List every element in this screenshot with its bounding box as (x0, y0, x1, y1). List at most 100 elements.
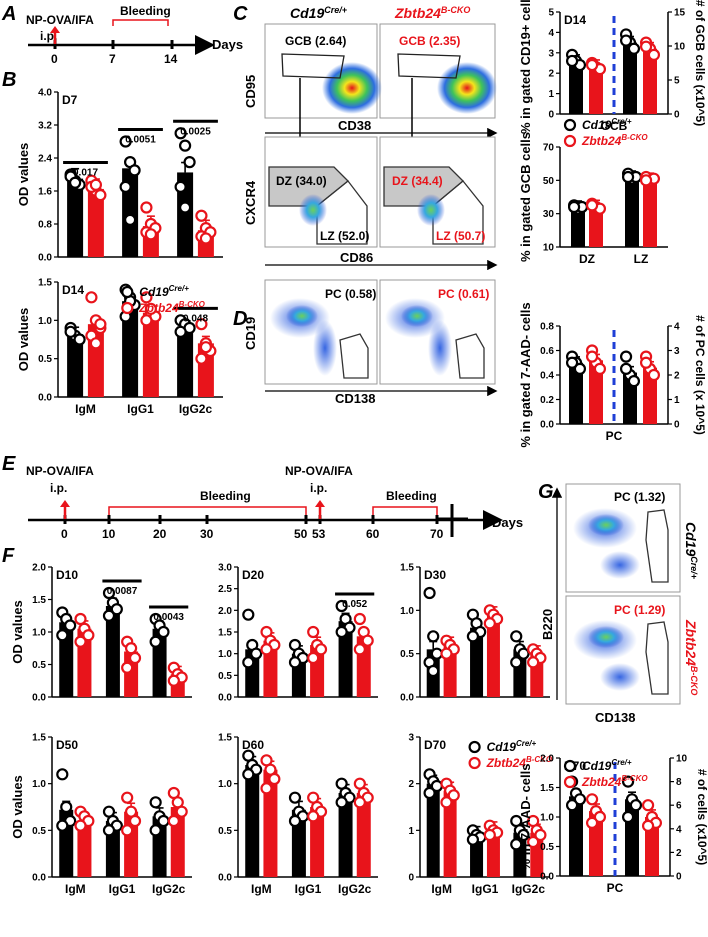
data-point (621, 775, 635, 788)
chart-title: D7 (62, 93, 78, 107)
data-point (430, 647, 443, 660)
bar (122, 301, 139, 397)
y-tick-label: 1 (408, 826, 414, 837)
data-point (110, 603, 123, 616)
data-point (85, 291, 98, 304)
p-value: 0.017 (73, 168, 98, 179)
y-tick-label: 2 (548, 69, 554, 80)
panel-c: C Cd19Cre/+ Zbtb24B-CKO GCB (2.64) GCB (… (233, 3, 498, 271)
axis-cxcr4: CXCR4 (243, 180, 258, 225)
bar (142, 312, 159, 397)
y-axis-label: % in gated GCB cells (518, 132, 533, 262)
data-point (307, 651, 320, 665)
y-tick-label: 0 (548, 110, 554, 121)
y-tick-label: 1.0 (400, 606, 414, 617)
data-point (619, 350, 633, 363)
bar (625, 177, 639, 247)
data-point (585, 58, 599, 72)
chart-f-d50: 0.0 0.5 1.0 1.5 OD values D50 IgM IgG1 IgG2c (10, 733, 192, 896)
y-tick-label: 1.5 (218, 733, 232, 744)
timeline-e-bleeding2: Bleeding (386, 489, 437, 503)
lz-gate-ko (432, 180, 484, 245)
p-value: 0.052 (342, 599, 367, 610)
x-tick-label: IgG2c (512, 882, 546, 896)
data-point (647, 368, 661, 382)
data-point (64, 619, 77, 632)
y-tick-label: 5 (548, 8, 554, 19)
y-tick-label: 0.2 (540, 395, 554, 406)
data-point (121, 791, 134, 804)
data-point (510, 838, 523, 851)
data-point (517, 828, 530, 842)
panel-label-f: F (2, 545, 15, 567)
data-point (483, 617, 496, 630)
p-value: 0.0087 (107, 586, 138, 597)
chart-b-d14: 0.0 0.5 1.0 1.5 OD values D14 IgM IgG1 IgG2c 0.04… (16, 278, 223, 416)
y-tick-label: 1.5 (32, 733, 46, 744)
legend-wt-marker (468, 740, 481, 754)
axis-b220: B220 (540, 609, 555, 640)
y-axis-label: OD values (16, 308, 31, 372)
data-point (307, 625, 320, 639)
data-point (639, 356, 653, 369)
bar (569, 60, 583, 114)
data-point (157, 814, 170, 828)
legend-ko-sup: B-CKO (179, 300, 206, 309)
y-tick-label: 0.5 (218, 826, 232, 837)
gcb-ko-label: GCB (2.35) (399, 34, 460, 48)
data-point (167, 674, 180, 687)
data-point (94, 318, 107, 331)
chart-f-d10: 0.0 0.5 1.0 1.5 2.0 OD values D10 0.0087 0.0043 (10, 563, 192, 704)
bar-charts: 0.00.81.62.43.24.0OD valuesD70.0170.0051… (10, 0, 708, 896)
bar (486, 614, 500, 697)
chart-f-d60: 0.0 0.5 1.0 1.5 D60 IgM IgG1 IgG2c (218, 733, 378, 896)
svg-text:Zbtb24B-CKO: Zbtb24B-CKO (683, 619, 699, 695)
y-tick-label: 0.0 (218, 873, 232, 884)
data-point (573, 362, 587, 375)
chart-title: D10 (56, 568, 78, 582)
flow-c-top-wt-density (322, 62, 382, 114)
legend-wt-sup: Cre/+ (169, 284, 190, 293)
bar (486, 830, 500, 877)
bar (177, 326, 194, 397)
data-point (89, 337, 103, 350)
x-tick-label: IgM (75, 402, 96, 416)
data-point (179, 201, 192, 214)
data-point (128, 651, 142, 665)
y-tick-label: 70 (543, 143, 555, 154)
pc-wt-label: PC (0.58) (325, 287, 376, 301)
data-point (510, 656, 523, 669)
data-point (647, 48, 661, 61)
timeline-e-tick-50: 50 (294, 527, 308, 541)
p-value: 0.0025 (180, 126, 211, 137)
svg-text:Cd19Cre/+: Cd19Cre/+ (290, 5, 348, 21)
data-point (74, 612, 87, 626)
timeline-e-tick-60: 60 (366, 527, 380, 541)
timeline-e-tick-0: 0 (61, 527, 68, 541)
g-legend-wt: Cd19 (683, 522, 699, 556)
data-point (56, 629, 69, 642)
legend-ko-marker (121, 301, 134, 315)
bar (470, 627, 484, 697)
y-axis-label-right: # of PC cells (x 10^5) (693, 315, 707, 435)
timeline-a-immunization: NP-OVA/IFA (26, 13, 94, 27)
panel-label-c: C (233, 3, 248, 25)
data-point (288, 656, 302, 669)
y-tick-label-right: 10 (674, 42, 686, 53)
y-tick-label: 1.5 (400, 563, 414, 574)
flow-c-top-ko-density (437, 62, 497, 114)
data-point (121, 661, 134, 674)
data-point (74, 635, 87, 648)
y-axis-label: OD values (16, 143, 31, 207)
data-point (242, 768, 255, 781)
data-point (440, 796, 453, 809)
g-pc-ko-label: PC (1.29) (614, 603, 665, 617)
p-value: 0.0051 (125, 135, 156, 146)
data-point (565, 799, 579, 812)
gcb-gate-ko (397, 53, 461, 79)
data-point (565, 54, 579, 68)
data-point (140, 201, 153, 214)
bar (426, 783, 440, 877)
y-tick-label-right: 6 (676, 801, 682, 812)
